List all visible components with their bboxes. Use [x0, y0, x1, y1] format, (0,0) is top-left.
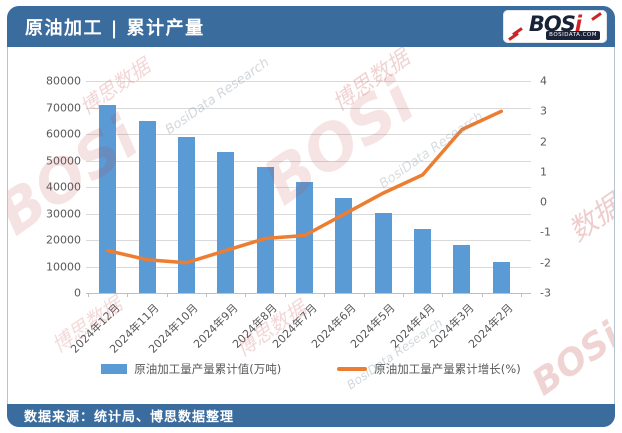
bar-2024年7月: [296, 182, 313, 293]
x-axis-tick: [166, 293, 168, 297]
right-axis-label: 1: [540, 165, 547, 179]
bar-2024年10月: [177, 136, 195, 293]
x-axis-tick: [127, 293, 129, 297]
footer-banner: 数据来源：统计局、博思数据整理: [7, 404, 615, 427]
data-source-text: 数据来源：统计局、博思数据整理: [24, 410, 235, 425]
right-axis-label: 0: [540, 195, 547, 209]
left-axis-label: 80000: [46, 74, 81, 88]
line-series-swatch-icon: [337, 367, 368, 371]
gridline: [86, 134, 531, 135]
x-axis-tick: [324, 293, 326, 297]
left-axis-label: 20000: [46, 233, 81, 247]
left-axis-label: 40000: [46, 180, 81, 194]
watermark-text: 数据: [562, 188, 614, 248]
bar-series-swatch-icon: [101, 364, 128, 374]
bar-2024年12月: [99, 105, 117, 293]
x-axis-tick: [481, 293, 483, 297]
legend-item-line: 原油加工量产量累计增长(%): [337, 361, 521, 377]
x-axis-tick: [402, 293, 404, 297]
x-axis-tick: [88, 293, 89, 297]
gridline: [86, 81, 531, 82]
right-axis-label: -3: [540, 286, 551, 300]
logo-text: BOSi: [528, 12, 582, 36]
logo-domain: BOSIDATA.COM: [546, 31, 600, 40]
bar-2024年5月: [374, 213, 392, 293]
gridline: [86, 160, 531, 162]
x-axis-tick: [363, 293, 365, 297]
right-axis-label: 2: [540, 135, 547, 149]
bar-2024年2月: [492, 261, 510, 293]
bar-2024年6月: [335, 197, 353, 293]
left-axis-label: 10000: [46, 260, 81, 273]
right-axis-label: -2: [540, 256, 551, 270]
gridline: [86, 107, 531, 109]
x-axis-tick: [442, 293, 444, 297]
legend-line-label: 原油加工量产量累计增长(%): [374, 362, 521, 376]
left-axis-label: 70000: [46, 101, 81, 114]
bar-2024年8月: [256, 167, 274, 293]
growth-trend-line: [105, 109, 504, 265]
watermark-text: BOSi: [524, 315, 614, 404]
bar-2024年11月: [138, 121, 156, 293]
header-banner: 原油加工 | 累计产量 BOSi BOSIDATA.COM: [7, 6, 615, 47]
chart-legend: 原油加工量产量累计值(万吨) 原油加工量产量累计增长(%): [8, 361, 614, 377]
x-axis-tick: [521, 293, 522, 297]
logo-stripe-icon: [591, 12, 602, 21]
chart-area: 原油加工量产量累计值(万吨) 原油加工量产量累计增长(%) 80000 70000…: [8, 47, 614, 404]
bar-2024年3月: [453, 244, 471, 293]
right-axis-label: 4: [540, 74, 547, 88]
right-axis-label: -1: [540, 225, 551, 239]
legend-bar-label: 原油加工量产量累计值(万吨): [134, 362, 282, 376]
left-axis-label: 50000: [46, 154, 81, 167]
right-axis-label: 3: [540, 104, 547, 118]
bar-2024年4月: [414, 228, 432, 293]
bar-2024年9月: [217, 152, 235, 293]
legend-item-bar: 原油加工量产量累计值(万吨): [101, 361, 281, 377]
x-axis-tick: [284, 293, 286, 297]
report-card: 原油加工 | 累计产量 BOSi BOSIDATA.COM 原油加工量产量累计值…: [7, 6, 615, 427]
left-axis-label: 0: [74, 286, 81, 300]
gridline: [86, 293, 531, 294]
x-axis-tick: [245, 293, 247, 297]
left-axis-label: 60000: [46, 127, 81, 141]
bosi-logo: BOSi BOSIDATA.COM: [503, 10, 607, 43]
x-axis-tick: [206, 293, 208, 297]
page-title: 原油加工 | 累计产量: [25, 17, 205, 39]
left-axis-label: 30000: [46, 207, 81, 220]
